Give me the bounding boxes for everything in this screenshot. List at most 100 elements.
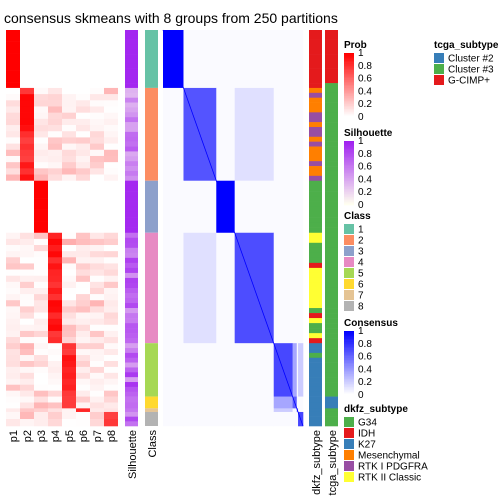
prob-cell: [76, 343, 90, 350]
prob-cell: [34, 238, 48, 246]
prob-cell: [48, 125, 62, 132]
prob-column-label: p6: [78, 430, 90, 442]
prob-cell: [48, 149, 62, 157]
prob-cell: [20, 366, 34, 374]
dkfz-cell: [309, 112, 322, 118]
consensus-legend-tick: 0.2: [358, 377, 372, 388]
prob-cell: [62, 263, 76, 270]
prob-cell: [6, 408, 20, 413]
tcga-cell: [325, 272, 338, 279]
silhouette-cell: [125, 196, 138, 202]
prob-cell: [62, 215, 76, 222]
prob-cell: [76, 186, 90, 193]
dkfz-cell: [309, 117, 322, 123]
prob-cell: [62, 143, 76, 151]
prob-cell: [104, 366, 118, 374]
silhouette-cell: [125, 206, 138, 213]
consensus-block: [273, 411, 293, 427]
prob-cell: [6, 232, 20, 240]
silhouette-legend-swatch: [344, 142, 354, 145]
consensus-matrix: [162, 29, 304, 427]
silhouette-cell: [125, 217, 138, 223]
prob-cell: [104, 221, 118, 228]
consensus-block: [234, 180, 275, 234]
prob-cell: [76, 287, 90, 295]
dkfz-cell: [309, 292, 322, 299]
class-legend-title: Class: [344, 211, 371, 222]
prob-cell: [76, 366, 90, 374]
tcga-cell: [325, 146, 338, 152]
prob-cell: [20, 281, 34, 289]
prob-cell: [20, 232, 34, 240]
tcga-cell: [325, 196, 338, 202]
prob-cell: [6, 372, 20, 380]
dkfz-cell: [309, 232, 322, 239]
prob-cell: [90, 226, 104, 234]
silhouette-cell: [125, 391, 138, 397]
silhouette-legend-swatch: [344, 192, 354, 195]
prob-cell: [62, 70, 76, 77]
prob-cell: [104, 384, 118, 391]
prob-cell: [48, 53, 62, 60]
prob-cell: [6, 35, 20, 42]
prob-cell: [104, 174, 118, 182]
prob-cell: [62, 238, 76, 246]
prob-cell: [6, 168, 20, 175]
tcga-cell: [325, 357, 338, 363]
tcga-cell: [325, 92, 338, 98]
silhouette-cell: [125, 282, 138, 289]
silhouette-legend-title: Silhouette: [344, 128, 393, 139]
tcga-cell: [325, 343, 338, 349]
prob-cell: [20, 70, 34, 77]
prob-cell: [104, 402, 118, 409]
tcga-cell: [325, 277, 338, 284]
prob-cell: [90, 300, 104, 307]
prob-cell: [6, 366, 20, 374]
prob-cell: [62, 360, 76, 368]
prob-cell: [90, 209, 104, 216]
prob-cell: [20, 396, 34, 403]
prob-cell: [104, 209, 118, 216]
class-cell: [145, 87, 158, 181]
dkfz-legend-title: dkfz_subtype: [344, 404, 408, 415]
silhouette-cell: [125, 237, 138, 244]
prob-cell: [90, 343, 104, 350]
prob-cell: [20, 245, 34, 252]
prob-cell: [62, 221, 76, 228]
prob-cell: [6, 343, 20, 350]
prob-cell: [90, 30, 104, 37]
prob-column-label: p7: [92, 430, 104, 442]
prob-cell: [6, 294, 20, 301]
tcga-cell: [325, 39, 338, 45]
consensus-block: [292, 408, 298, 413]
prob-cell: [20, 378, 34, 386]
dkfz-cell: [309, 242, 322, 249]
prob-cell: [90, 366, 104, 374]
consensus-legend-swatch: [344, 337, 354, 340]
silhouette-cell: [125, 131, 138, 138]
prob-cell: [34, 318, 48, 326]
prob-cell: [6, 58, 20, 66]
prob-cell: [90, 76, 104, 83]
tcga-cell: [325, 257, 338, 264]
tcga-cell: [325, 237, 338, 244]
silhouette-legend-swatch: [344, 169, 354, 172]
silhouette-cell: [125, 185, 138, 192]
prob-cell: [20, 186, 34, 193]
prob-cell: [62, 100, 76, 107]
prob-cell: [20, 64, 34, 71]
silhouette-legend-swatch: [344, 160, 354, 163]
prob-cell: [76, 180, 90, 187]
prob-cell: [20, 402, 34, 409]
prob-cell: [76, 300, 90, 307]
prob-cell: [48, 343, 62, 350]
silhouette-cell: [125, 386, 138, 393]
silhouette-cell: [125, 318, 138, 324]
prob-cell: [76, 155, 90, 163]
prob-cell: [48, 281, 62, 289]
prob-legend-tick: 0.4: [358, 86, 372, 97]
prob-cell: [104, 238, 118, 246]
prob-cell: [104, 87, 118, 95]
prob-cell: [76, 324, 90, 332]
dkfz-legend-item: G34: [358, 418, 377, 429]
